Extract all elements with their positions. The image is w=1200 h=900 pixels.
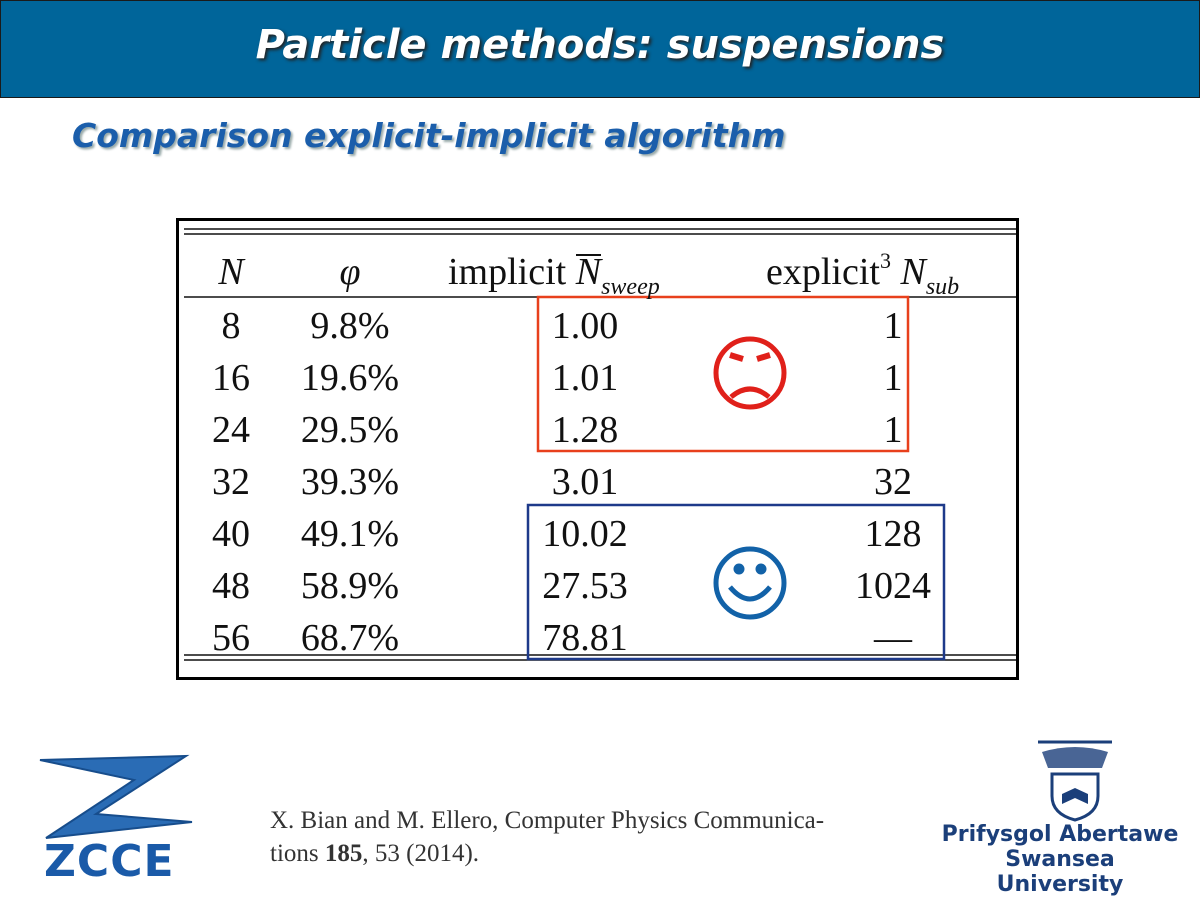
table-cell: 48 (212, 565, 250, 607)
header-text: implicit (448, 251, 567, 293)
citation: X. Bian and M. Ellero, Computer Physics … (270, 804, 824, 870)
header-sub: sweep (601, 274, 660, 300)
table-cell: 16 (212, 357, 250, 399)
table-cell: 49.1% (300, 513, 400, 555)
header-cell: implicit Nsweep (448, 251, 660, 300)
table-cell: 1.28 (551, 409, 619, 451)
logo-right-line: Swansea University (996, 847, 1124, 897)
table-cell: 1 (883, 357, 903, 399)
header-sup: 3 (879, 248, 891, 273)
table-cell: 1.00 (551, 305, 619, 347)
table-cell: 1.01 (551, 357, 619, 399)
slide-subtitle: Comparison explicit-implicit algorithm (72, 116, 786, 155)
university-crest (1038, 740, 1112, 822)
table-cell: 32 (212, 461, 250, 503)
title-bar (0, 0, 1200, 98)
table-cell: 27.53 (542, 565, 628, 607)
table-cell: 19.6% (300, 357, 400, 399)
header-cell: φ (339, 251, 361, 293)
citation-text: , 53 (2014). (362, 840, 480, 867)
table-cell: 58.9% (300, 565, 400, 607)
header-cell: explicit3 Nsub (766, 248, 959, 300)
logo-left: ZCCE (44, 836, 175, 887)
table-cell: 9.8% (310, 305, 390, 347)
highlight-box-red (536, 295, 910, 453)
citation-text: tions (270, 840, 325, 867)
slide-title: Particle methods: suspensions (255, 22, 945, 68)
happy-face (713, 546, 787, 620)
citation-line: X. Bian and M. Ellero, Computer Physics … (270, 807, 825, 834)
table-cell: — (874, 617, 912, 659)
zcce-mark (39, 754, 193, 839)
table-cell: 128 (864, 513, 922, 555)
table-cell: 29.5% (300, 409, 400, 451)
table-cell: 1024 (855, 565, 931, 607)
sad-face (713, 336, 787, 410)
table-rules (184, 228, 1016, 661)
table-cell: 39.3% (300, 461, 400, 503)
header-sub: sub (925, 274, 960, 300)
table-cell: 78.81 (542, 617, 628, 659)
table: N φ implicit Nsweep explicit3 Nsub 8 9.8%… (176, 218, 1019, 680)
table-cell: 1 (883, 305, 903, 347)
table-cell: 32 (874, 461, 912, 503)
header-text: explicit (766, 251, 880, 293)
citation-volume: 185 (324, 840, 363, 867)
table-cell: 1 (883, 409, 903, 451)
logo-right-line: Prifysgol Abertawe (941, 822, 1179, 847)
header-symbol: N (575, 251, 602, 293)
highlight-box-blue (526, 503, 946, 661)
table-cell: 40 (212, 513, 250, 555)
table-cell: 24 (212, 409, 250, 451)
table-cell: 68.7% (300, 617, 400, 659)
table-cell: 56 (212, 617, 250, 659)
table-cell: 3.01 (551, 461, 619, 503)
citation-line: tions 185, 53 (2014). (270, 837, 824, 870)
table-cell: 10.02 (542, 513, 628, 555)
table-cell: 8 (221, 305, 241, 347)
header-cell: N (218, 251, 244, 293)
header-symbol: N (900, 251, 926, 293)
